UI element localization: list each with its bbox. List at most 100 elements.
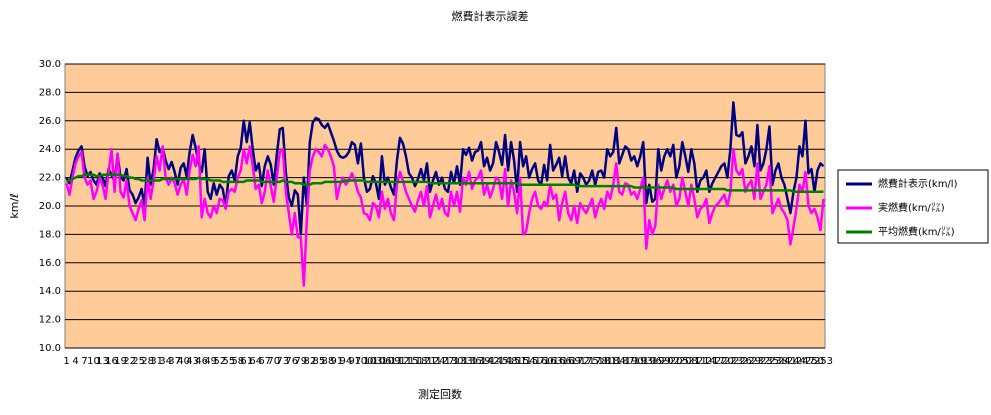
line-series	[65, 143, 825, 287]
x-tick-label: 217	[706, 356, 725, 367]
x-tick-label: 67	[258, 356, 271, 367]
x-tick-label: 25	[132, 356, 145, 367]
x-tick-label: 187	[616, 356, 635, 367]
chart-title: 燃費計表示誤差	[452, 9, 529, 23]
x-tick-label: 91	[330, 356, 343, 367]
x-tick-label: 52	[213, 356, 226, 367]
y-tick-label: 16.0	[39, 258, 61, 269]
x-tick-label: 214	[697, 356, 716, 367]
y-tick-label: 28.0	[39, 87, 61, 98]
x-tick-label: 241	[778, 356, 797, 367]
x-tick-label: 28	[141, 356, 154, 367]
x-tick-label: 226	[733, 356, 752, 367]
x-tick-label: 88	[321, 356, 334, 367]
x-tick-label: 136	[462, 356, 481, 367]
x-tick-label: 154	[517, 356, 536, 367]
x-tick-label: 49	[204, 356, 217, 367]
x-tick-label: 118	[408, 356, 427, 367]
x-tick-label: 100	[354, 356, 373, 367]
x-tick-label: 70	[267, 356, 280, 367]
x-tick-label: 199	[652, 356, 671, 367]
x-tick-label: 124	[426, 356, 445, 367]
x-tick-label: 145	[490, 356, 509, 367]
x-tick-label: 193	[634, 356, 653, 367]
x-tick-label: 109	[381, 356, 400, 367]
x-tick-label: 76	[285, 356, 298, 367]
x-tick-label: 250	[805, 356, 824, 367]
x-tick-label: 46	[195, 356, 208, 367]
x-tick-label: 61	[240, 356, 253, 367]
x-tick-label: 160	[535, 356, 554, 367]
x-tick-label: 82	[303, 356, 316, 367]
x-tick-label: 58	[231, 356, 244, 367]
x-tick-label: 157	[526, 356, 545, 367]
x-tick-label: 223	[724, 356, 743, 367]
y-tick-label: 30.0	[39, 59, 61, 70]
x-tick-label: 169	[562, 356, 581, 367]
x-tick-label: 172	[571, 356, 590, 367]
x-tick-label: 196	[643, 356, 662, 367]
x-tick-label: 31	[150, 356, 163, 367]
x-tick-label: 97	[349, 356, 362, 367]
x-tick-label: 37	[168, 356, 181, 367]
y-tick-label: 20.0	[39, 201, 61, 212]
x-tick-label: 85	[312, 356, 325, 367]
x-tick-label: 94	[340, 356, 353, 367]
x-tick-label: 10	[87, 356, 100, 367]
x-tick-label: 181	[598, 356, 617, 367]
x-tick-label: 229	[742, 356, 761, 367]
x-tick-label: 238	[769, 356, 788, 367]
x-tick-label: 1	[63, 356, 69, 367]
y-tick-label: 14.0	[39, 286, 61, 297]
x-tick-label: 106	[372, 356, 391, 367]
x-axis-title: 測定回数	[418, 387, 462, 401]
x-tick-label: 163	[544, 356, 563, 367]
x-tick-label: 7	[81, 356, 87, 367]
x-tick-label: 79	[294, 356, 307, 367]
x-tick-label: 235	[760, 356, 779, 367]
legend-label: 燃費計表示(km/l)	[878, 177, 958, 190]
x-tick-label: 211	[688, 356, 707, 367]
x-tick-label: 190	[625, 356, 644, 367]
x-tick-label: 13	[96, 356, 109, 367]
x-tick-label: 232	[751, 356, 770, 367]
x-tick-label: 166	[553, 356, 572, 367]
x-tick-label: 55	[222, 356, 235, 367]
x-tick-label: 202	[661, 356, 680, 367]
legend-label: 実燃費(km/㍑)	[878, 201, 945, 214]
x-tick-label: 205	[670, 356, 689, 367]
y-tick-label: 22.0	[39, 173, 61, 184]
x-tick-label: 244	[787, 356, 806, 367]
legend-label: 平均燃費(km/㍑)	[878, 225, 955, 238]
x-tick-label: 34	[159, 356, 172, 367]
x-tick-label: 115	[399, 356, 418, 367]
x-tick-label: 121	[417, 356, 436, 367]
x-tick-label: 64	[249, 356, 262, 367]
x-tick-label: 133	[453, 356, 472, 367]
x-tick-label: 148	[499, 356, 518, 367]
y-tick-label: 24.0	[39, 144, 61, 155]
line-series	[65, 101, 825, 236]
line-series	[65, 173, 824, 194]
x-tick-label: 19	[114, 356, 127, 367]
x-tick-label: 40	[177, 356, 190, 367]
x-tick-label: 73	[276, 356, 289, 367]
x-tick-label: 175	[580, 356, 599, 367]
x-tick-label: 184	[607, 356, 626, 367]
x-tick-label: 130	[444, 356, 463, 367]
y-tick-label: 10.0	[39, 343, 61, 354]
x-tick-label: 139	[472, 356, 491, 367]
x-tick-label: 103	[363, 356, 382, 367]
y-tick-label: 18.0	[39, 229, 61, 240]
x-tick-label: 16	[105, 356, 118, 367]
y-tick-label: 26.0	[39, 116, 61, 127]
x-tick-label: 247	[796, 356, 815, 367]
x-tick-label: 253	[814, 356, 833, 367]
x-tick-label: 220	[715, 356, 734, 367]
x-tick-label: 112	[390, 356, 409, 367]
y-tick-label: 12.0	[39, 315, 61, 326]
x-tick-label: 4	[72, 356, 78, 367]
x-tick-label: 208	[679, 356, 698, 367]
x-tick-label: 43	[186, 356, 199, 367]
